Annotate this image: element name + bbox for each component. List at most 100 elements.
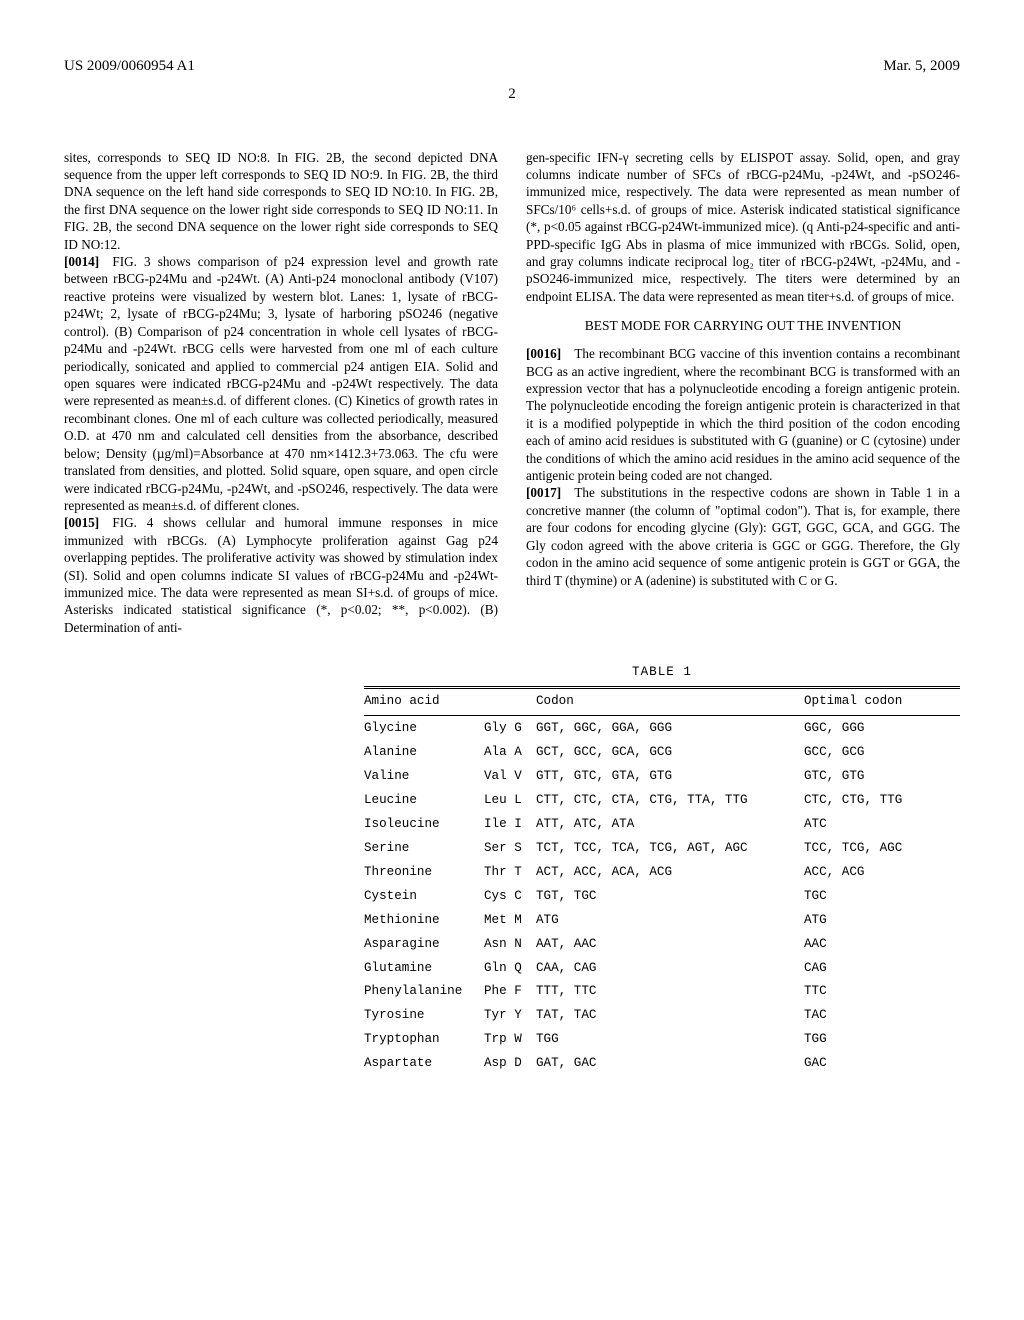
table-label: TABLE 1 [364, 661, 960, 685]
cell-codon: ATT, ATC, ATA [536, 813, 804, 837]
table-row: AspartateAsp DGAT, GACGAC [364, 1052, 964, 1076]
cell-codon: TGG [536, 1028, 804, 1052]
table-row: SerineSer STCT, TCC, TCA, TCG, AGT, AGCT… [364, 837, 964, 861]
cell-amino-acid: Asparagine [364, 933, 484, 957]
cell-optimal-codon: CAG [804, 957, 964, 981]
cell-abbr: Gln Q [484, 957, 536, 981]
table-row: IsoleucineIle IATT, ATC, ATAATC [364, 813, 964, 837]
cell-codon: ACT, ACC, ACA, ACG [536, 861, 804, 885]
cell-codon: GGT, GGC, GGA, GGG [536, 717, 804, 741]
table-row: LeucineLeu LCTT, CTC, CTA, CTG, TTA, TTG… [364, 789, 964, 813]
cell-optimal-codon: AAC [804, 933, 964, 957]
cell-amino-acid: Phenylalanine [364, 980, 484, 1004]
table-row: AsparagineAsn NAAT, AACAAC [364, 933, 964, 957]
cell-abbr: Ser S [484, 837, 536, 861]
cell-abbr: Phe F [484, 980, 536, 1004]
patent-number: US 2009/0060954 A1 [64, 56, 195, 76]
table-row: ValineVal VGTT, GTC, GTA, GTGGTC, GTG [364, 765, 964, 789]
cell-abbr: Tyr Y [484, 1004, 536, 1028]
cell-optimal-codon: ACC, ACG [804, 861, 964, 885]
page-number: 2 [64, 84, 960, 104]
section-heading-best-mode: BEST MODE FOR CARRYING OUT THE INVENTION [526, 317, 960, 335]
paragraph-0017: [0017] The substitutions in the respecti… [526, 484, 960, 589]
para-num-0016: [0016] [526, 346, 561, 361]
cell-abbr: Asn N [484, 933, 536, 957]
table-row: ThreonineThr TACT, ACC, ACA, ACGACC, ACG [364, 861, 964, 885]
cell-abbr: Leu L [484, 789, 536, 813]
cell-amino-acid: Leucine [364, 789, 484, 813]
table-row: GlycineGly GGGT, GGC, GGA, GGGGGC, GGG [364, 717, 964, 741]
cell-amino-acid: Glycine [364, 717, 484, 741]
cell-optimal-codon: TAC [804, 1004, 964, 1028]
col-header-codon: Codon [536, 690, 804, 714]
cell-amino-acid: Tryptophan [364, 1028, 484, 1052]
cell-amino-acid: Aspartate [364, 1052, 484, 1076]
paragraph-continuation: sites, corresponds to SEQ ID NO:8. In FI… [64, 149, 498, 254]
paragraph-0016: [0016] The recombinant BCG vaccine of th… [526, 345, 960, 484]
paragraph-0015: [0015] FIG. 4 shows cellular and humoral… [64, 514, 498, 636]
cell-optimal-codon: GCC, GCG [804, 741, 964, 765]
table-1: TABLE 1 Amino acid Codon Optimal codon G… [364, 661, 960, 1077]
codon-table-body: GlycineGly GGGT, GGC, GGA, GGGGGC, GGGAl… [364, 717, 964, 1076]
cell-codon: TCT, TCC, TCA, TCG, AGT, AGC [536, 837, 804, 861]
cell-abbr: Ile I [484, 813, 536, 837]
cell-codon: CTT, CTC, CTA, CTG, TTA, TTG [536, 789, 804, 813]
cell-optimal-codon: ATG [804, 909, 964, 933]
cell-optimal-codon: TGG [804, 1028, 964, 1052]
publication-date: Mar. 5, 2009 [883, 56, 960, 76]
cell-abbr: Asp D [484, 1052, 536, 1076]
col-header-abbr [484, 690, 536, 714]
cell-optimal-codon: CTC, CTG, TTG [804, 789, 964, 813]
table-row: MethionineMet MATGATG [364, 909, 964, 933]
table-row: TryptophanTrp WTGGTGG [364, 1028, 964, 1052]
cell-abbr: Cys C [484, 885, 536, 909]
cell-abbr: Trp W [484, 1028, 536, 1052]
cell-optimal-codon: TCC, TCG, AGC [804, 837, 964, 861]
cell-amino-acid: Methionine [364, 909, 484, 933]
paragraph-0015-continuation: gen-specific IFN-γ secreting cells by EL… [526, 149, 960, 306]
body-columns: sites, corresponds to SEQ ID NO:8. In FI… [64, 149, 960, 639]
codon-table: Amino acid Codon Optimal codon [364, 690, 964, 714]
cell-optimal-codon: GTC, GTG [804, 765, 964, 789]
cell-amino-acid: Valine [364, 765, 484, 789]
cell-amino-acid: Cystein [364, 885, 484, 909]
cell-optimal-codon: TGC [804, 885, 964, 909]
cell-codon: CAA, CAG [536, 957, 804, 981]
table-top-rule-1 [364, 686, 960, 687]
cell-abbr: Gly G [484, 717, 536, 741]
cell-abbr: Val V [484, 765, 536, 789]
table-row: AlanineAla AGCT, GCC, GCA, GCGGCC, GCG [364, 741, 964, 765]
cell-abbr: Met M [484, 909, 536, 933]
cell-codon: TAT, TAC [536, 1004, 804, 1028]
cell-codon: GTT, GTC, GTA, GTG [536, 765, 804, 789]
cell-amino-acid: Threonine [364, 861, 484, 885]
cell-optimal-codon: ATC [804, 813, 964, 837]
cell-amino-acid: Isoleucine [364, 813, 484, 837]
cell-codon: AAT, AAC [536, 933, 804, 957]
col-header-amino-acid: Amino acid [364, 690, 484, 714]
cell-amino-acid: Alanine [364, 741, 484, 765]
table-row: CysteinCys CTGT, TGCTGC [364, 885, 964, 909]
cell-amino-acid: Serine [364, 837, 484, 861]
table-row: PhenylalaninePhe FTTT, TTCTTC [364, 980, 964, 1004]
cell-abbr: Ala A [484, 741, 536, 765]
cell-codon: TTT, TTC [536, 980, 804, 1004]
table-row: TyrosineTyr YTAT, TACTAC [364, 1004, 964, 1028]
table-top-rule-2 [364, 688, 960, 689]
cell-optimal-codon: GGC, GGG [804, 717, 964, 741]
table-head-rule [364, 715, 960, 716]
cell-abbr: Thr T [484, 861, 536, 885]
cell-optimal-codon: GAC [804, 1052, 964, 1076]
para-num-0014: [0014] [64, 254, 99, 269]
para-num-0015: [0015] [64, 515, 99, 530]
cell-optimal-codon: TTC [804, 980, 964, 1004]
table-header-row: Amino acid Codon Optimal codon [364, 690, 964, 714]
cell-amino-acid: Glutamine [364, 957, 484, 981]
cell-amino-acid: Tyrosine [364, 1004, 484, 1028]
cell-codon: TGT, TGC [536, 885, 804, 909]
table-row: GlutamineGln QCAA, CAGCAG [364, 957, 964, 981]
para-num-0017: [0017] [526, 485, 561, 500]
paragraph-0014: [0014] FIG. 3 shows comparison of p24 ex… [64, 253, 498, 514]
cell-codon: ATG [536, 909, 804, 933]
col-header-optimal-codon: Optimal codon [804, 690, 964, 714]
